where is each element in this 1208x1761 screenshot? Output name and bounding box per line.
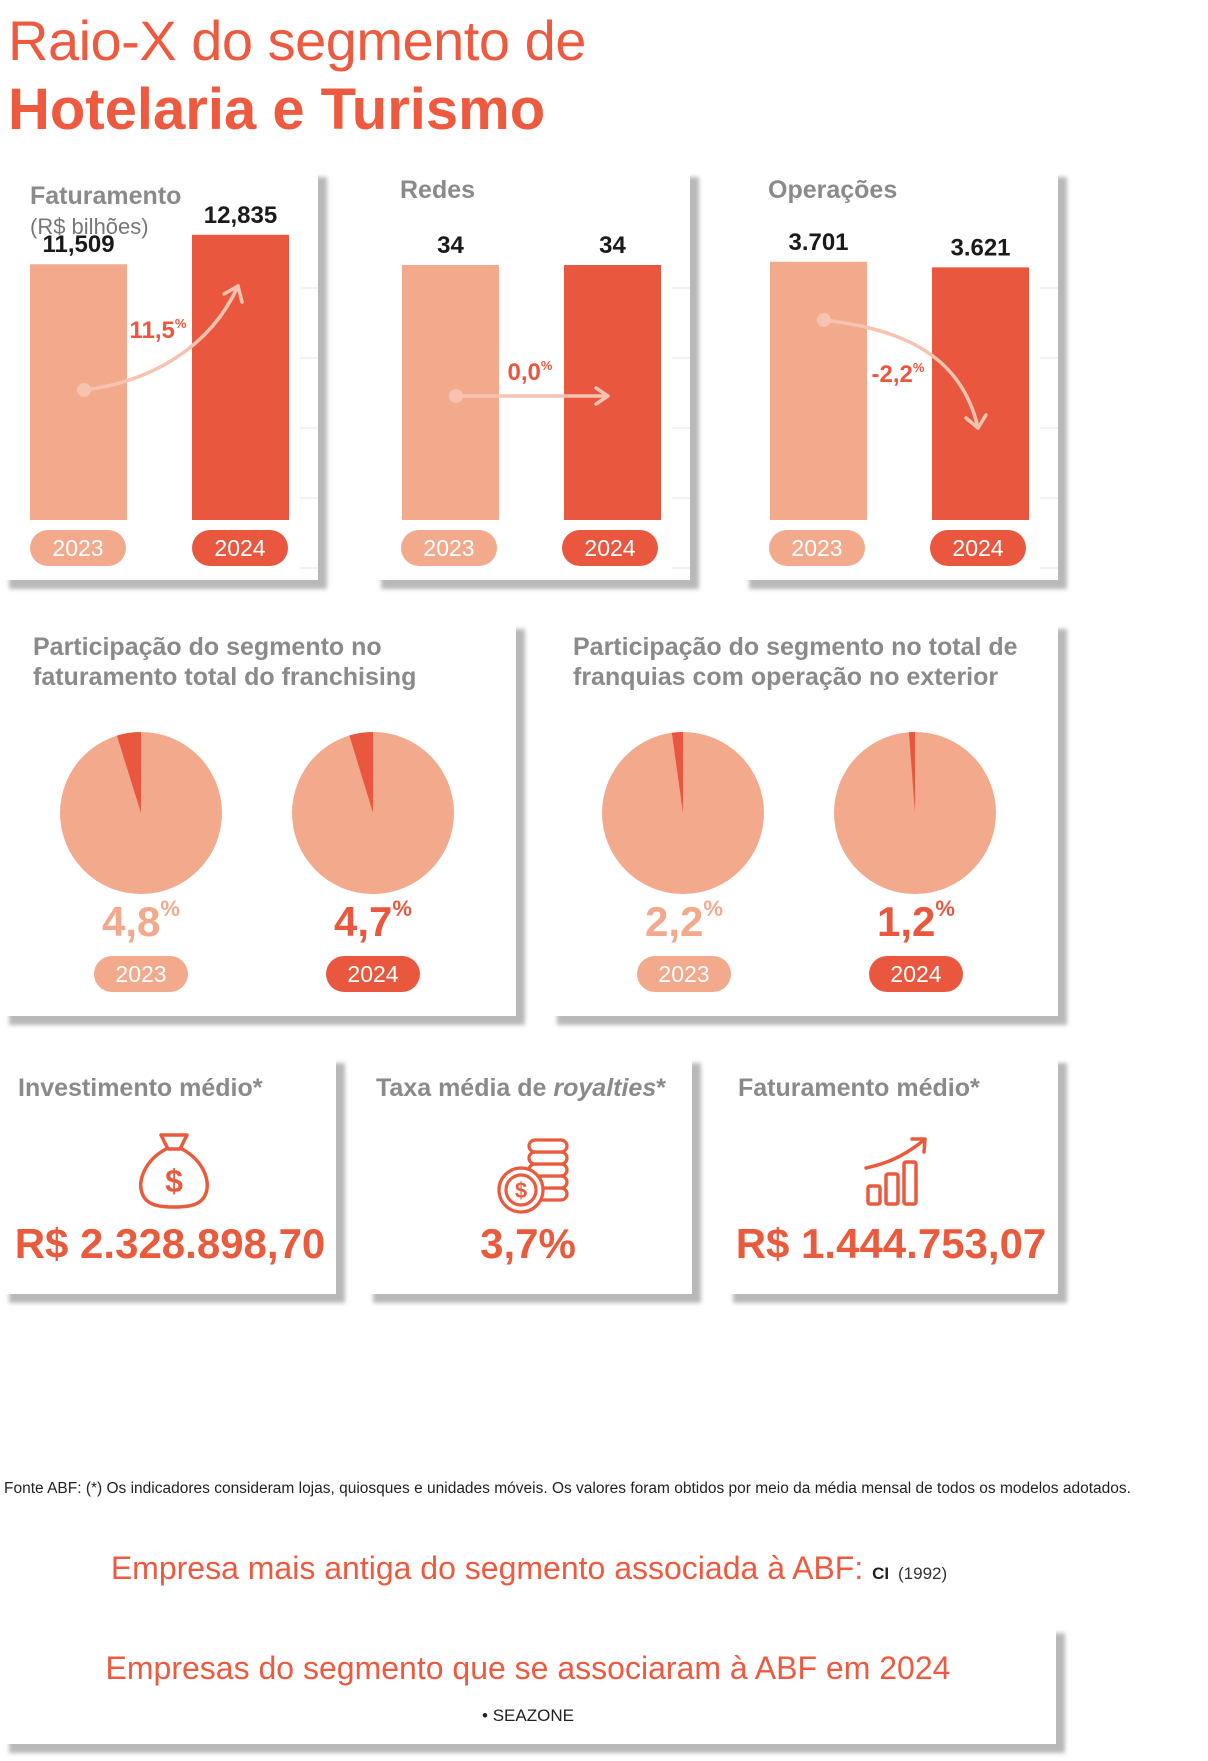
pie-slice-2023: [671, 732, 683, 813]
pie-value-2024: 1,2%: [877, 896, 955, 945]
bar-2024: [564, 265, 661, 520]
bar-card-title: Faturamento: [30, 182, 182, 210]
svg-text:$: $: [515, 1178, 527, 1203]
bar-value-label: 11,509: [42, 231, 114, 258]
pie-card-title: Participação do segmento no total de fra…: [573, 633, 1018, 691]
bar-2023: [770, 261, 867, 520]
pie-card-faturamento-share: Participação do segmento no faturamento …: [0, 620, 516, 1016]
svg-text:$: $: [165, 1163, 183, 1199]
bar-card-title: Operações: [768, 176, 898, 204]
kpi-card-investimento: Investimento médio* $ R$ 2.328.898,70: [0, 1054, 336, 1294]
pie-card-title: Participação do segmento no faturamento …: [33, 633, 417, 691]
pie-charts-faturamento-share: [60, 732, 454, 894]
kpi-card-royalties: Taxa média de royalties* $ 3,7%: [364, 1054, 692, 1294]
change-unit: %: [913, 360, 925, 375]
new-members-title: Empresas do segmento que se associaram à…: [105, 1650, 951, 1686]
trend-start-dot: [77, 383, 91, 397]
pie-charts-exterior-share: [602, 732, 996, 894]
year-pill-2023: 2023: [30, 530, 126, 566]
pie-value-2024: 4,7%: [334, 896, 412, 945]
new-member-item: • SEAZONE: [482, 1706, 574, 1725]
change-unit: %: [175, 316, 187, 331]
year-pill-2024: 2024: [192, 530, 288, 566]
change-value: 0,0: [508, 359, 541, 386]
kpi-title: Faturamento médio*: [738, 1074, 980, 1102]
bar-value-label: 3.621: [950, 234, 1010, 261]
bar-card-faturamento: Faturamento (R$ bilhões) 11,509 12,835 11,…: [0, 168, 318, 580]
year-pill-2024: 2024: [326, 956, 420, 992]
bar-card-operacoes: Operações 3.701 3.621 -2,2% 2023 2024: [740, 168, 1058, 580]
bar-value-label: 3.701: [788, 229, 848, 256]
oldest-company-line: Empresa mais antiga do segmento associad…: [0, 1550, 1058, 1587]
page-title-line2: Hotelaria e Turismo: [8, 77, 546, 142]
bar-card-redes: Redes 34 34 0,0% 2023 2024: [372, 168, 690, 580]
year-pill-2023: 2023: [94, 956, 188, 992]
kpi-value: 3,7%: [480, 1220, 576, 1267]
trend-arrow-head: [964, 413, 988, 430]
money-bag-icon: $: [139, 1133, 209, 1209]
pie-slice-2024: [349, 732, 373, 813]
oldest-company-year: (1992): [898, 1564, 948, 1583]
year-pill-2024: 2024: [869, 956, 963, 992]
change-unit: %: [541, 358, 553, 373]
kpi-title: Taxa média de royalties*: [376, 1074, 666, 1102]
new-members-card: Empresas do segmento que se associaram à…: [0, 1624, 1056, 1744]
coins-icon: $: [497, 1138, 569, 1214]
trend-arrow: [822, 318, 980, 430]
bar-card-subtitle: (R$ bilhões): [30, 214, 149, 239]
year-pill-2023: 2023: [769, 530, 865, 566]
kpi-title: Investimento médio*: [18, 1074, 263, 1102]
pie-card-exterior-share: Participação do segmento no total de fra…: [548, 620, 1058, 1016]
oldest-company-label: Empresa mais antiga do segmento associad…: [110, 1550, 864, 1586]
bar-chart-redes: 34 34 0,0%: [402, 232, 690, 569]
trend-arrow: [82, 284, 240, 392]
year-pill-2024: 2024: [930, 530, 1026, 566]
pie-value-2023: 4,8%: [102, 896, 180, 945]
kpi-value: R$ 1.444.753,07: [735, 1220, 1047, 1267]
kpi-value: R$ 2.328.898,70: [14, 1220, 326, 1267]
kpi-card-faturamento-medio: Faturamento médio* R$ 1.444.753,07: [724, 1054, 1058, 1294]
bar-value-label: 34: [437, 232, 464, 259]
pie-value-2023: 2,2%: [645, 896, 723, 945]
bar-value-label: 12,835: [204, 202, 277, 229]
bar-2024: [932, 267, 1029, 520]
trend-start-dot: [449, 389, 463, 403]
trend-start-dot: [817, 313, 831, 327]
year-pill-2024: 2024: [562, 530, 658, 566]
trend-arrow-head: [222, 284, 244, 304]
bar-chart-operacoes: 3.701 3.621 -2,2%: [770, 229, 1058, 569]
bar-card-title: Redes: [400, 176, 476, 204]
footnote: Fonte ABF: (*) Os indicadores consideram…: [4, 1480, 1131, 1497]
bar-2024: [192, 234, 289, 520]
change-value: -2,2: [872, 361, 913, 388]
bar-chart-faturamento: 11,509 12,835 11,5%: [30, 202, 318, 569]
change-label: 0,0%: [508, 358, 553, 386]
change-label: 11,5%: [130, 316, 187, 344]
growth-chart-icon: [864, 1137, 927, 1206]
page-title-line1: Raio-X do segmento de: [8, 9, 586, 72]
year-pill-2023: 2023: [637, 956, 731, 992]
change-value: 11,5: [130, 317, 175, 344]
oldest-company-name: CI: [872, 1564, 890, 1583]
year-pill-2023: 2023: [401, 530, 497, 566]
bar-value-label: 34: [599, 232, 626, 259]
trend-arrow-head: [594, 386, 610, 406]
pie-slice-2023: [116, 732, 141, 813]
change-label: -2,2%: [872, 360, 925, 388]
pie-slice-2024: [908, 732, 915, 813]
